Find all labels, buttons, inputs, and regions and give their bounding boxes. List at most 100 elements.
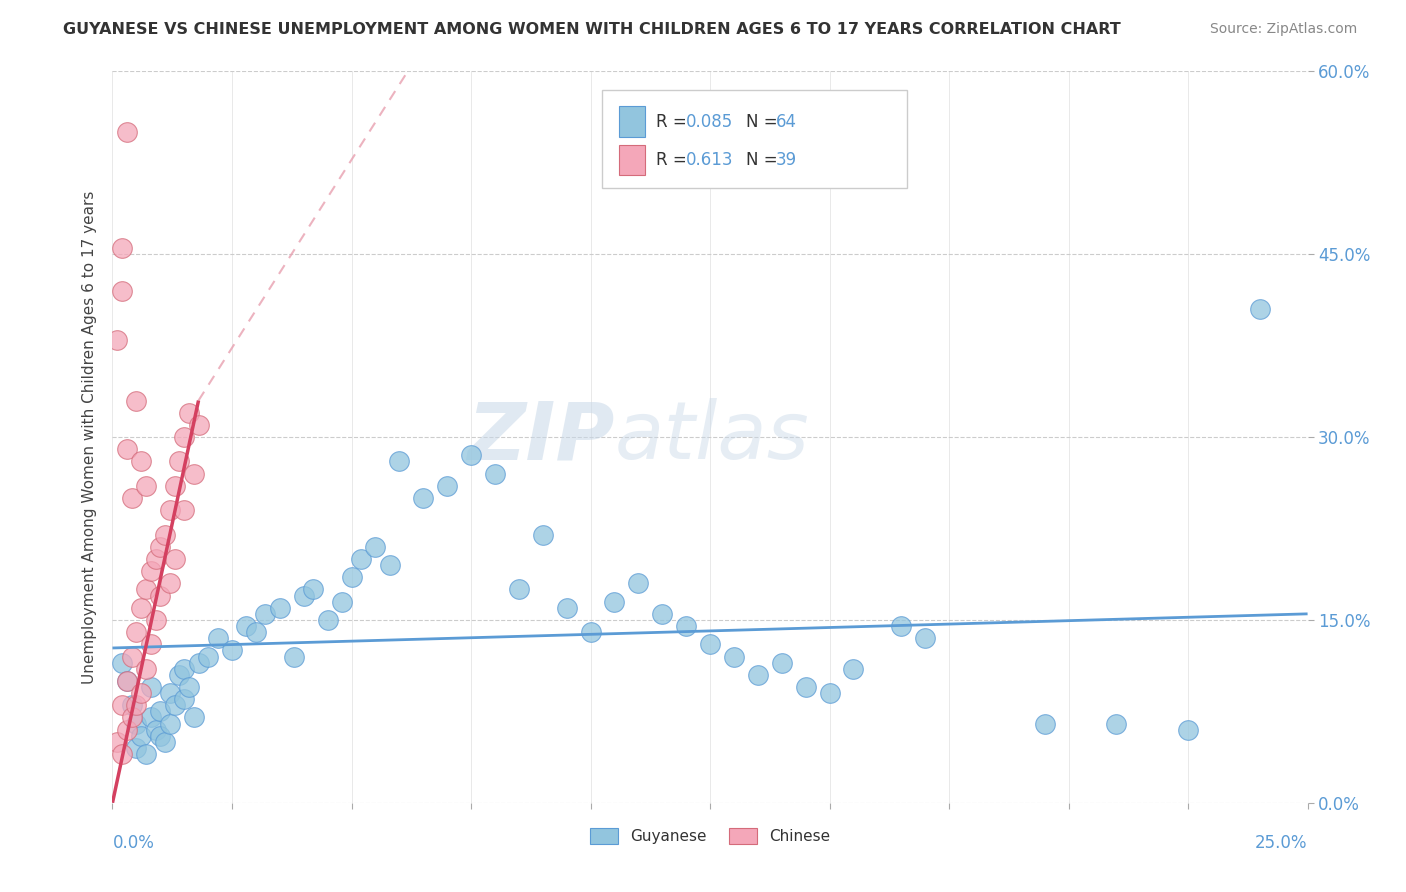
Point <box>105 333 128 347</box>
Point <box>207 632 229 646</box>
Point <box>125 716 148 731</box>
Point <box>818 686 841 700</box>
Point <box>163 552 186 566</box>
Point <box>159 686 181 700</box>
Point <box>135 747 157 761</box>
Text: 0.085: 0.085 <box>686 112 734 131</box>
Point <box>890 619 912 633</box>
Text: Source: ZipAtlas.com: Source: ZipAtlas.com <box>1209 22 1357 37</box>
Point <box>129 600 152 615</box>
Point <box>173 430 195 444</box>
Point <box>129 686 152 700</box>
Text: ZIP: ZIP <box>467 398 614 476</box>
Point <box>484 467 506 481</box>
Point <box>197 649 219 664</box>
Point <box>115 673 138 688</box>
Text: 64: 64 <box>776 112 797 131</box>
Point <box>129 454 152 468</box>
Point <box>723 649 745 664</box>
Point <box>111 747 134 761</box>
Text: N =: N = <box>747 112 783 131</box>
Point <box>794 680 817 694</box>
Point <box>145 723 167 737</box>
Point <box>187 656 209 670</box>
Point <box>651 607 673 621</box>
Point <box>121 710 143 724</box>
Text: GUYANESE VS CHINESE UNEMPLOYMENT AMONG WOMEN WITH CHILDREN AGES 6 TO 17 YEARS CO: GUYANESE VS CHINESE UNEMPLOYMENT AMONG W… <box>63 22 1121 37</box>
Point <box>135 662 157 676</box>
Point <box>145 613 167 627</box>
Point <box>105 735 128 749</box>
Point <box>842 662 865 676</box>
Point <box>173 503 195 517</box>
Point <box>1177 723 1199 737</box>
Point <box>115 723 138 737</box>
Text: 0.0%: 0.0% <box>112 834 155 852</box>
Point <box>221 643 243 657</box>
Point <box>531 527 554 541</box>
FancyBboxPatch shape <box>619 145 645 175</box>
Point <box>177 680 200 694</box>
Text: N =: N = <box>747 151 783 169</box>
Point <box>555 600 578 615</box>
Point <box>153 527 176 541</box>
Point <box>153 735 176 749</box>
Point <box>388 454 411 468</box>
Point <box>125 625 148 640</box>
Point <box>163 479 186 493</box>
Point <box>183 467 205 481</box>
Point <box>627 576 650 591</box>
Point <box>699 637 721 651</box>
Point <box>135 479 157 493</box>
Text: 0.613: 0.613 <box>686 151 734 169</box>
Point <box>254 607 277 621</box>
Point <box>302 582 325 597</box>
Text: atlas: atlas <box>614 398 810 476</box>
Legend: Guyanese, Chinese: Guyanese, Chinese <box>583 822 837 850</box>
Point <box>159 503 181 517</box>
Point <box>159 716 181 731</box>
Point <box>292 589 315 603</box>
Y-axis label: Unemployment Among Women with Children Ages 6 to 17 years: Unemployment Among Women with Children A… <box>82 190 97 684</box>
Text: 39: 39 <box>776 151 797 169</box>
Text: R =: R = <box>657 151 697 169</box>
Point <box>460 448 482 462</box>
Point <box>187 417 209 432</box>
Point <box>149 589 172 603</box>
Point <box>111 656 134 670</box>
Point <box>183 710 205 724</box>
Point <box>603 594 626 608</box>
Point <box>121 698 143 713</box>
Point <box>269 600 291 615</box>
Point <box>169 454 191 468</box>
Point <box>235 619 257 633</box>
Point <box>125 393 148 408</box>
Point <box>177 406 200 420</box>
Point <box>149 729 172 743</box>
FancyBboxPatch shape <box>603 90 907 188</box>
Point <box>149 705 172 719</box>
Point <box>139 564 162 578</box>
Point <box>121 491 143 505</box>
Point <box>412 491 434 505</box>
Point <box>115 673 138 688</box>
Point <box>316 613 339 627</box>
Point <box>125 698 148 713</box>
Point <box>111 698 134 713</box>
Point <box>115 125 138 139</box>
Point <box>111 241 134 255</box>
Point <box>139 637 162 651</box>
Point <box>914 632 936 646</box>
Point <box>579 625 602 640</box>
Point <box>115 442 138 457</box>
Point <box>436 479 458 493</box>
Point <box>1105 716 1128 731</box>
Point <box>139 680 162 694</box>
Point <box>378 558 401 573</box>
Point <box>135 582 157 597</box>
Point <box>1033 716 1056 731</box>
Point <box>330 594 353 608</box>
Point <box>169 667 191 681</box>
Point <box>129 729 152 743</box>
Point <box>173 662 195 676</box>
